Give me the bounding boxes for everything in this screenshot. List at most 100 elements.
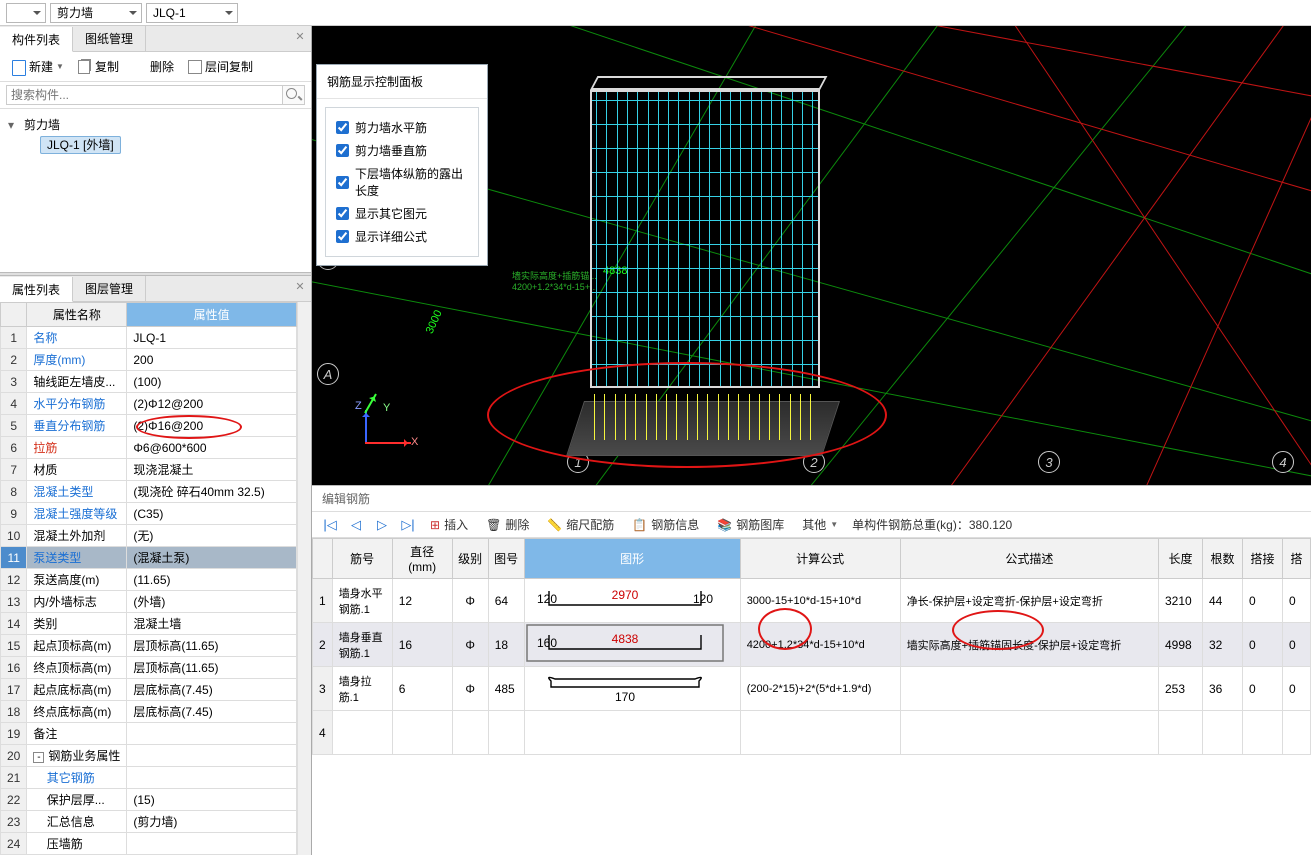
total-weight-value: 380.120 <box>969 518 1012 532</box>
rebar-lib-button[interactable]: 📚钢筋图库 <box>713 516 788 533</box>
delete-button[interactable]: 删除 <box>127 56 180 77</box>
display-option[interactable]: 下层墙体纵筋的露出长度 <box>336 162 468 202</box>
library-icon: 📚 <box>717 518 732 532</box>
nav-prev-icon[interactable]: ◁ <box>348 517 364 533</box>
tab-properties[interactable]: 属性列表 <box>0 277 73 302</box>
checkbox[interactable] <box>336 144 349 157</box>
svg-text:120: 120 <box>693 592 713 606</box>
axis-bubble-3: 3 <box>1038 451 1060 473</box>
layer-copy-button[interactable]: 层间复制 <box>182 56 259 77</box>
search-input[interactable] <box>6 85 283 105</box>
nav-first-icon[interactable]: |◁ <box>322 517 338 533</box>
rebar-info-button[interactable]: 📋钢筋信息 <box>628 516 703 533</box>
rebar-row[interactable]: 1 墙身水平钢筋.1 12Φ64 120 2970 120 3000-15+10… <box>313 579 1311 623</box>
nav-next-icon[interactable]: ▷ <box>374 517 390 533</box>
checkbox[interactable] <box>336 230 349 243</box>
display-option[interactable]: 显示详细公式 <box>336 225 468 248</box>
info-icon: 📋 <box>632 518 647 532</box>
top-toolbar: 剪力墙 JLQ-1 <box>0 0 1311 26</box>
tab-drawings[interactable]: 图纸管理 <box>73 26 146 51</box>
property-row[interactable]: 11泵送类型(混凝土泵) <box>1 547 297 569</box>
viewport-3d[interactable]: 3000 墙实际高度+插筋锚... 4200+1.2*34*d-15+... 4… <box>312 26 1311 485</box>
insert-icon: ⊞ <box>430 518 440 532</box>
property-row[interactable]: 3轴线距左墙皮...(100) <box>1 371 297 393</box>
property-row[interactable]: 6拉筋Φ6@600*600 <box>1 437 297 459</box>
property-row[interactable]: 20钢筋业务属性 <box>1 745 297 767</box>
layer-copy-icon <box>188 60 202 74</box>
property-row[interactable]: 8混凝土类型(现浇砼 碎石40mm 32.5) <box>1 481 297 503</box>
ruler-icon: 📏 <box>547 518 562 532</box>
property-row[interactable]: 21 其它钢筋 <box>1 767 297 789</box>
bottom-toolbar: |◁ ◁ ▷ ▷| ⊞插入 🗑删除 📏缩尺配筋 📋钢筋信息 📚钢筋图库 其他▼ … <box>312 512 1311 538</box>
base-slab <box>566 401 840 456</box>
tab-layers[interactable]: 图层管理 <box>73 276 146 301</box>
scale-rebar-button[interactable]: 📏缩尺配筋 <box>543 516 618 533</box>
property-row[interactable]: 1名称JLQ-1 <box>1 327 297 349</box>
col-prop-value: 属性值 <box>127 303 297 327</box>
total-weight-label: 单构件钢筋总重(kg)： <box>852 518 969 532</box>
property-row[interactable]: 7材质现浇混凝土 <box>1 459 297 481</box>
display-option[interactable]: 显示其它图元 <box>336 202 468 225</box>
delete-icon: 🗑 <box>486 518 501 532</box>
new-button[interactable]: 新建▼ <box>6 56 70 77</box>
col-prop-name: 属性名称 <box>27 303 127 327</box>
property-row[interactable]: 22 保护层厚...(15) <box>1 789 297 811</box>
property-row[interactable]: 14类别混凝土墙 <box>1 613 297 635</box>
property-row[interactable]: 9混凝土强度等级(C35) <box>1 503 297 525</box>
panel-title: 钢筋显示控制面板 <box>317 65 487 99</box>
tab-components[interactable]: 构件列表 <box>0 27 73 52</box>
type-dropdown[interactable]: 剪力墙 <box>50 3 142 23</box>
display-option[interactable]: 剪力墙水平筋 <box>336 116 468 139</box>
property-row[interactable]: 15起点顶标高(m)层顶标高(11.65) <box>1 635 297 657</box>
search-icon <box>286 88 302 102</box>
svg-text:2970: 2970 <box>611 588 638 602</box>
property-row[interactable]: 18终点底标高(m)层底标高(7.45) <box>1 701 297 723</box>
property-row[interactable]: 2厚度(mm)200 <box>1 349 297 371</box>
svg-text:160: 160 <box>537 636 557 650</box>
prefix-dropdown[interactable] <box>6 3 46 23</box>
nav-last-icon[interactable]: ▷| <box>400 517 416 533</box>
coordinate-axis: X Y Z <box>357 406 417 466</box>
scrollbar[interactable] <box>297 302 311 855</box>
wall-3d <box>590 76 820 396</box>
hint-text: 墙实际高度+插筋锚... 4200+1.2*34*d-15+... <box>512 269 599 292</box>
svg-text:120: 120 <box>537 592 557 606</box>
property-row[interactable]: 19备注 <box>1 723 297 745</box>
property-row[interactable]: 5垂直分布钢筋(2)Φ16@200 <box>1 415 297 437</box>
expand-icon[interactable] <box>8 118 20 132</box>
rebar-table: 筋号 直径(mm) 级别 图号 图形 计算公式 公式描述 长度 根数 搭接 搭 … <box>312 538 1311 855</box>
property-row[interactable]: 16终点顶标高(m)层顶标高(11.65) <box>1 657 297 679</box>
property-row[interactable]: 13内/外墙标志(外墙) <box>1 591 297 613</box>
copy-icon <box>78 60 92 74</box>
delete-row-button[interactable]: 🗑删除 <box>482 516 533 533</box>
copy-button[interactable]: 复制 <box>72 56 125 77</box>
rebar-row[interactable]: 4 <box>313 711 1311 755</box>
display-option[interactable]: 剪力墙垂直筋 <box>336 139 468 162</box>
name-dropdown[interactable]: JLQ-1 <box>146 3 238 23</box>
checkbox[interactable] <box>336 121 349 134</box>
checkbox[interactable] <box>336 176 349 189</box>
delete-icon <box>133 60 147 74</box>
tree-item-jlq1[interactable]: JLQ-1 [外墙] <box>40 136 121 154</box>
rebar-row[interactable]: 2 墙身垂直钢筋.1 16Φ18 160 4838 4200+1.2*34*d-… <box>313 623 1311 667</box>
other-button[interactable]: 其他▼ <box>798 516 842 533</box>
axis-bubble-a: A <box>317 363 339 385</box>
insert-button[interactable]: ⊞插入 <box>426 516 472 533</box>
tree-root[interactable]: 剪力墙 <box>8 113 303 136</box>
property-row[interactable]: 17起点底标高(m)层底标高(7.45) <box>1 679 297 701</box>
svg-text:170: 170 <box>615 690 635 704</box>
property-row[interactable]: 24 压墙筋 <box>1 833 297 855</box>
rebar-row[interactable]: 3 墙身拉筋.1 6Φ485 170 (200-2*15)+2*(5*d+1.9… <box>313 667 1311 711</box>
close-icon[interactable] <box>293 280 307 294</box>
property-row[interactable]: 12泵送高度(m)(11.65) <box>1 569 297 591</box>
search-button[interactable] <box>283 85 305 105</box>
checkbox[interactable] <box>336 207 349 220</box>
svg-text:4838: 4838 <box>611 632 638 646</box>
property-row[interactable]: 10混凝土外加剂(无) <box>1 525 297 547</box>
close-icon[interactable] <box>293 30 307 44</box>
property-table: 属性名称 属性值 1名称JLQ-12厚度(mm)2003轴线距左墙皮...(10… <box>0 302 297 855</box>
axis-bubble-4: 4 <box>1272 451 1294 473</box>
property-row[interactable]: 4水平分布钢筋(2)Φ12@200 <box>1 393 297 415</box>
property-row[interactable]: 23 汇总信息(剪力墙) <box>1 811 297 833</box>
rebar-display-panel: 钢筋显示控制面板 剪力墙水平筋剪力墙垂直筋下层墙体纵筋的露出长度显示其它图元显示… <box>316 64 488 266</box>
